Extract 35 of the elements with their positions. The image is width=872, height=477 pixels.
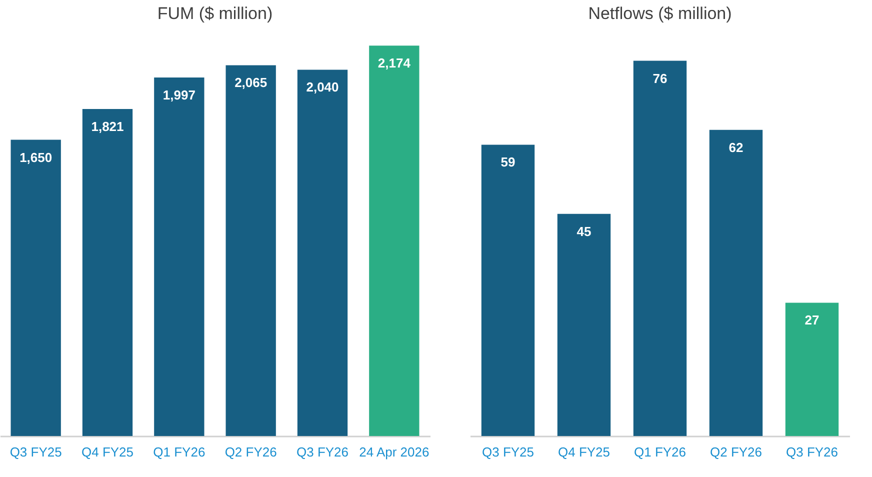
data-label: 2,174 xyxy=(378,56,412,71)
data-label: 2,040 xyxy=(306,80,339,95)
data-label: 59 xyxy=(500,154,516,170)
chart-title: Netflows ($ million) xyxy=(588,4,732,23)
x-tick-label: Q1 FY26 xyxy=(153,444,206,460)
bar xyxy=(226,65,276,436)
x-tick-label: Q4 FY25 xyxy=(81,444,134,460)
chart-title: FUM ($ million) xyxy=(157,4,273,23)
data-label: 27 xyxy=(804,312,820,328)
data-label: 2,065 xyxy=(234,75,268,90)
x-tick-label: Q1 FY26 xyxy=(634,444,686,460)
bar xyxy=(82,109,133,436)
data-label: 62 xyxy=(728,140,744,155)
bar xyxy=(633,60,687,436)
x-tick-label: Q3 FY26 xyxy=(296,444,349,460)
bar xyxy=(481,144,535,436)
bar xyxy=(785,302,839,436)
data-label: 76 xyxy=(652,70,668,86)
bar xyxy=(709,130,763,436)
bar xyxy=(154,77,204,436)
x-tick-label: 24 Apr 2026 xyxy=(359,444,430,460)
bar xyxy=(10,140,61,436)
x-tick-label: Q2 FY26 xyxy=(710,444,762,460)
x-tick-label: Q3 FY25 xyxy=(482,444,534,460)
data-label: 1,821 xyxy=(91,119,124,134)
x-tick-label: Q4 FY25 xyxy=(558,444,610,460)
data-label: 1,650 xyxy=(20,150,52,165)
x-tick-label: Q2 FY26 xyxy=(224,444,277,460)
bar xyxy=(297,70,348,436)
bar xyxy=(557,214,611,436)
x-tick-label: Q3 FY26 xyxy=(786,444,838,460)
bar xyxy=(369,46,420,436)
data-label: 1,997 xyxy=(162,87,196,102)
data-label: 45 xyxy=(576,224,592,239)
x-tick-label: Q3 FY25 xyxy=(10,444,62,460)
